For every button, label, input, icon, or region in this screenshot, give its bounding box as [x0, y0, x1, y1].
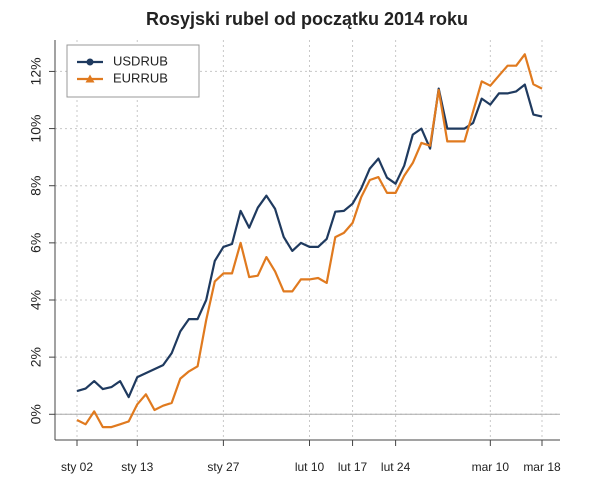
series-line — [76, 53, 543, 429]
legend-label: USDRUB — [113, 53, 168, 68]
legend-marker — [85, 74, 95, 83]
legend-label: EURRUB — [113, 70, 168, 85]
x-tick-label: lut 24 — [381, 460, 411, 474]
y-tick-label: 6% — [28, 233, 44, 253]
y-tick-label: 10% — [28, 115, 44, 143]
y-tick-label: 4% — [28, 290, 44, 310]
x-tick-label: lut 17 — [338, 460, 368, 474]
x-tick-label: lut 10 — [295, 460, 325, 474]
x-tick-label: sty 02 — [61, 460, 93, 474]
legend-box — [66, 44, 200, 98]
series-line — [76, 83, 543, 399]
y-tick-label: 0% — [28, 404, 44, 424]
x-tick-label: mar 18 — [523, 460, 561, 474]
x-tick-label: sty 13 — [121, 460, 153, 474]
legend: USDRUB EURRUB — [66, 44, 200, 98]
legend-marker — [86, 58, 94, 66]
y-tick-label: 12% — [28, 57, 44, 85]
y-tick-label: 2% — [28, 347, 44, 367]
chart-title: Rosyjski rubel od początku 2014 roku — [146, 9, 468, 29]
y-tick-label: 8% — [28, 176, 44, 196]
x-tick-label: sty 27 — [207, 460, 239, 474]
x-tick-label: mar 10 — [472, 460, 510, 474]
